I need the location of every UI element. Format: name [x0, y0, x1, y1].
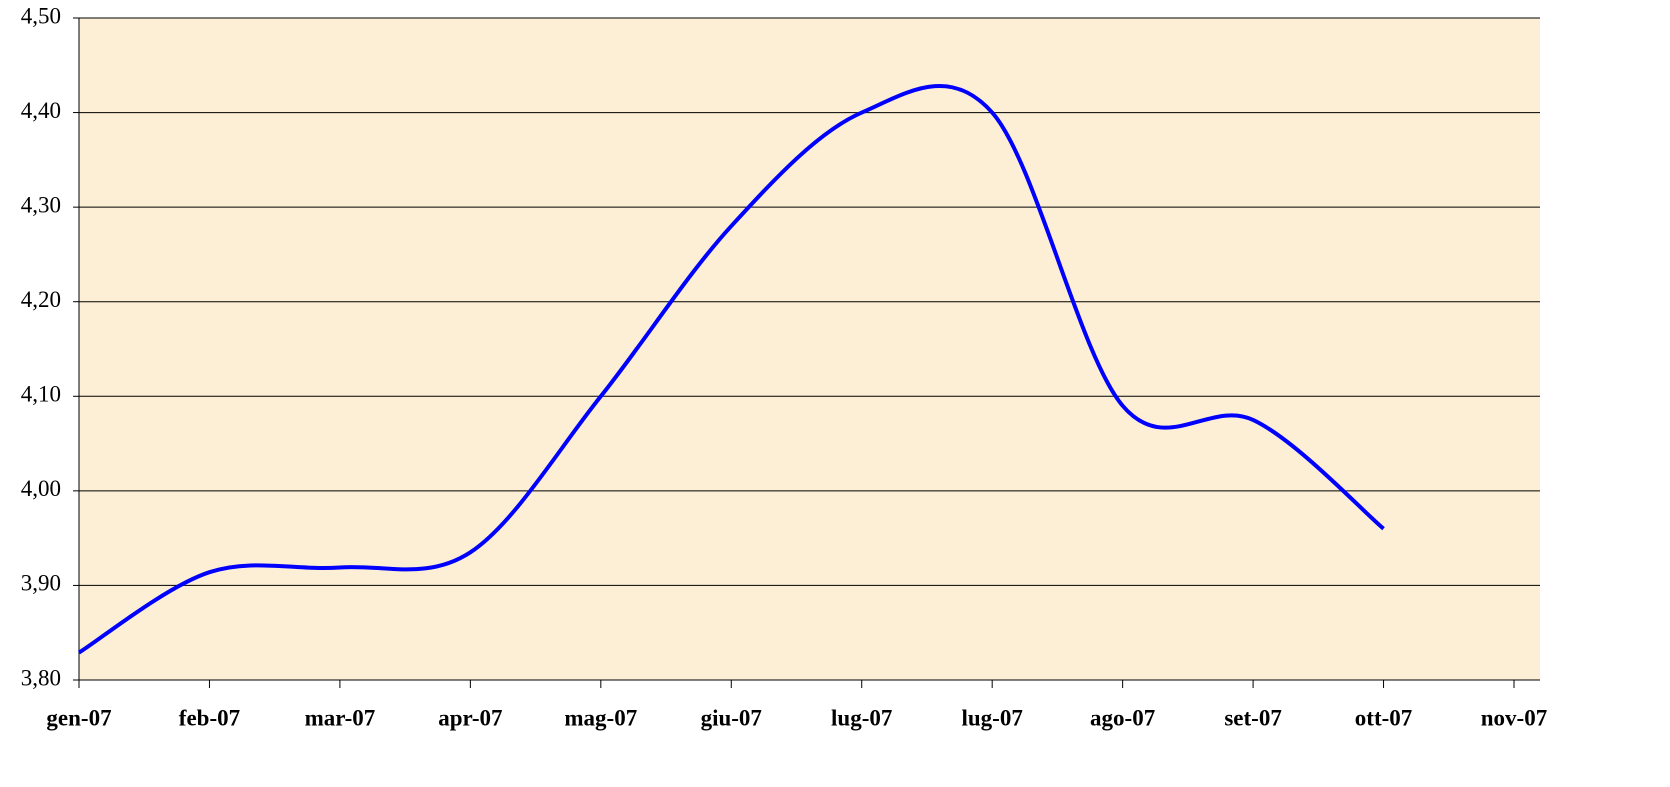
y-tick-label: 4,10	[21, 382, 61, 407]
plot-area	[79, 18, 1540, 680]
y-tick-label: 4,30	[21, 192, 61, 217]
x-tick-label: ott-07	[1355, 705, 1412, 730]
x-tick-label: mar-07	[305, 705, 376, 730]
x-tick-label: nov-07	[1481, 705, 1547, 730]
x-tick-label: lug-07	[962, 705, 1023, 730]
x-tick-label: apr-07	[438, 705, 502, 730]
x-tick-label: giu-07	[701, 705, 762, 730]
x-tick-label: feb-07	[179, 705, 240, 730]
x-tick-label: ago-07	[1090, 705, 1155, 730]
x-tick-label: lug-07	[831, 705, 892, 730]
line-series	[77, 84, 1385, 655]
y-tick-label: 3,80	[21, 665, 61, 690]
y-tick-label: 4,40	[21, 98, 61, 123]
y-tick-label: 4,50	[21, 3, 61, 28]
x-tick-label: set-07	[1224, 705, 1281, 730]
x-tick-label: gen-07	[46, 705, 111, 730]
y-tick-label: 4,20	[21, 287, 61, 312]
x-tick-label: mag-07	[564, 705, 637, 730]
y-tick-label: 3,90	[21, 571, 61, 596]
y-tick-label: 4,00	[21, 476, 61, 501]
